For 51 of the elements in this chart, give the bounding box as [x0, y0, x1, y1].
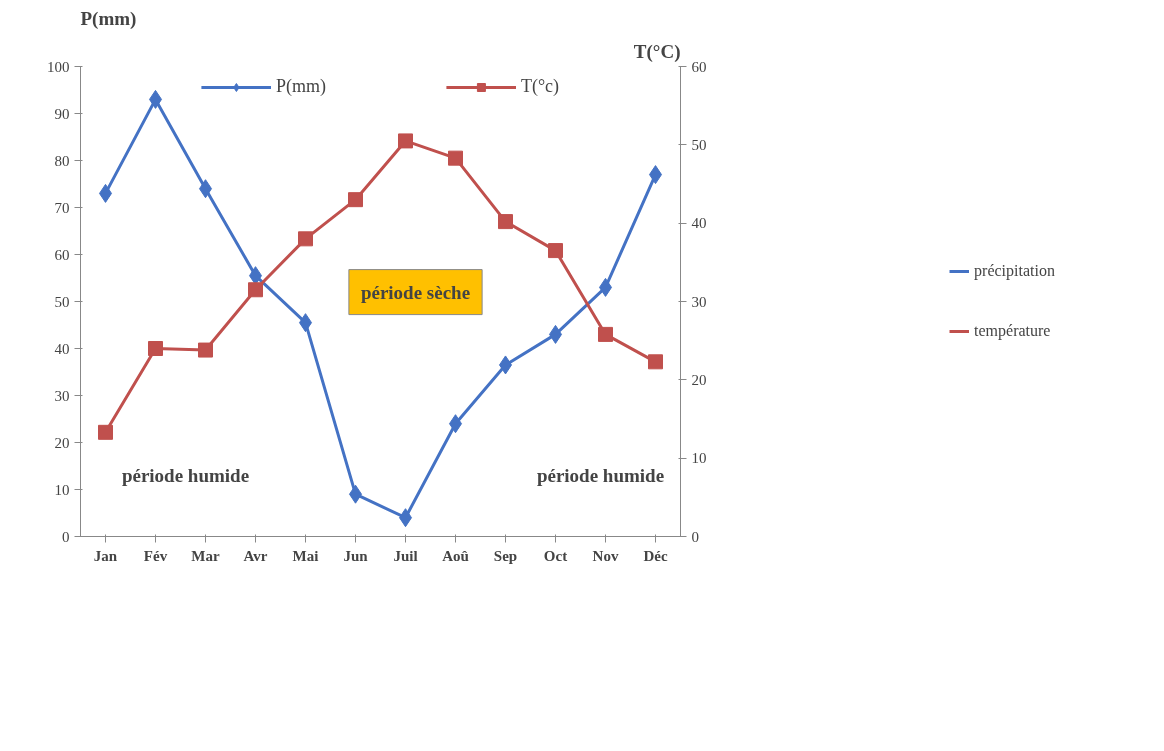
y2-axis-title: T(°C) [633, 40, 681, 63]
x-tick-label: Avr [243, 547, 268, 564]
x-tick-label: Nov [592, 547, 619, 564]
x-tick-label: Oct [543, 547, 568, 564]
y2-tick-label: 40 [691, 215, 707, 232]
point [148, 341, 163, 356]
x-tick-label: Jan [93, 547, 118, 564]
text: température [974, 322, 1051, 340]
y-tick-label: 100 [47, 58, 70, 75]
point [398, 133, 413, 149]
y-tick-label: 80 [54, 152, 70, 169]
y-tick-label: 30 [54, 387, 70, 404]
text: précipitation [974, 262, 1055, 280]
x-tick-label: Aoû [442, 547, 469, 564]
y-tick-label: 60 [54, 246, 70, 263]
x-tick-label: Fév [143, 547, 168, 564]
point [198, 342, 213, 358]
y2-tick-label: 20 [691, 371, 707, 388]
legend-label: T(°c) [520, 76, 560, 97]
point [248, 282, 263, 298]
y-tick-label: 90 [54, 105, 70, 122]
x-tick-label: Mai [292, 547, 319, 564]
legend-label: P(mm) [275, 76, 326, 97]
y-tick-label: 0 [62, 528, 70, 545]
point [98, 424, 113, 440]
annotation: période humide [536, 464, 665, 486]
annotation: période humide [121, 464, 250, 486]
point [498, 214, 513, 230]
x-tick-label: Sep [493, 547, 518, 564]
y-tick-label: 50 [54, 293, 70, 310]
y2-tick-label: 60 [691, 58, 707, 75]
x-tick-label: Juil [393, 547, 418, 564]
y-axis-title: P(mm) [80, 7, 137, 30]
y-tick-label: 20 [54, 434, 70, 451]
point [298, 231, 313, 247]
annotation: période sèche [360, 281, 471, 303]
y-tick-label: 70 [54, 199, 70, 216]
x-tick-label: Mar [191, 547, 220, 564]
point [598, 326, 613, 342]
y-tick-label: 10 [54, 481, 70, 498]
point [548, 243, 563, 259]
y2-tick-label: 0 [691, 528, 699, 545]
y2-tick-label: 10 [691, 450, 707, 467]
point [348, 192, 363, 208]
x-tick-label: Déc [643, 547, 668, 564]
point [648, 354, 663, 370]
x-tick-label: Jun [343, 547, 369, 564]
y2-tick-label: 30 [691, 293, 707, 310]
y2-tick-label: 50 [691, 136, 707, 153]
y-tick-label: 40 [54, 340, 70, 357]
point [448, 150, 463, 166]
